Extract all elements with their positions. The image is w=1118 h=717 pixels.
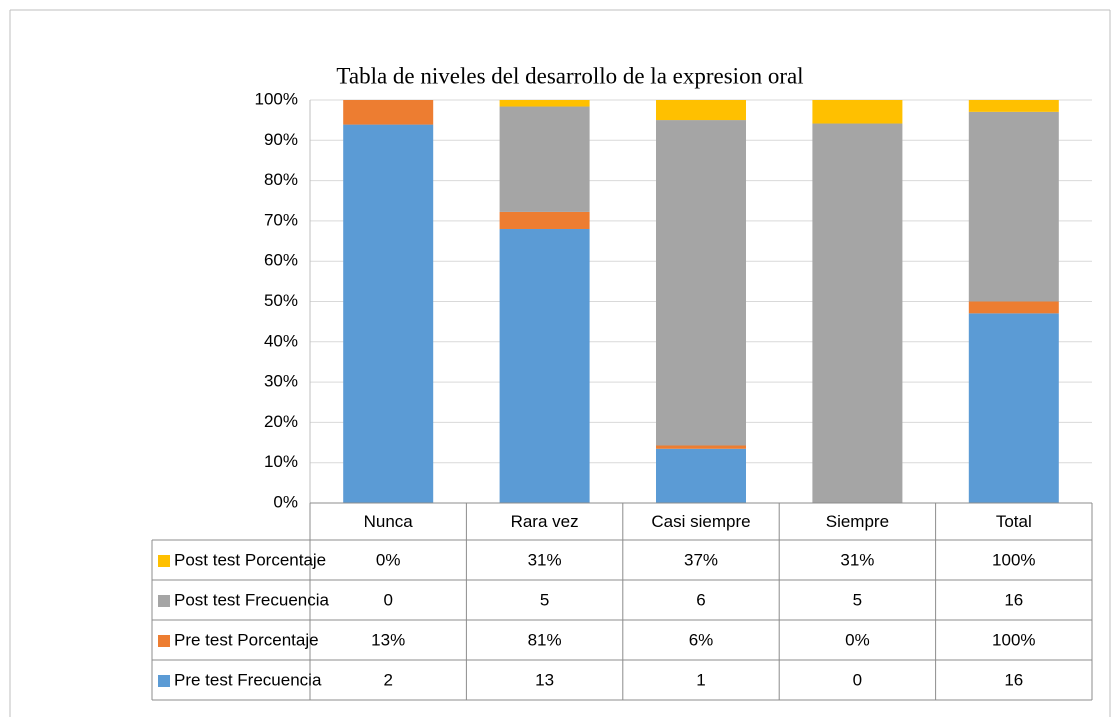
bar-segment — [812, 123, 903, 503]
chart-title: Tabla de niveles del desarrollo de la ex… — [336, 63, 803, 88]
x-tick-label: Siempre — [826, 512, 889, 531]
bar-segment — [968, 100, 1059, 112]
y-tick-label: 80% — [264, 170, 298, 189]
bar-segment — [656, 448, 746, 503]
y-tick-label: 100% — [255, 89, 298, 108]
table-cell: 81% — [528, 630, 562, 649]
table-cell: 6 — [696, 590, 705, 609]
y-tick-label: 40% — [264, 331, 298, 350]
table-cell: 31% — [528, 550, 562, 569]
table-cell: 0% — [845, 630, 870, 649]
bar-segment — [968, 313, 1059, 503]
legend-label: Post test Frecuencia — [174, 590, 330, 609]
table-cell: 0 — [853, 670, 862, 689]
table-cell: 5 — [853, 590, 862, 609]
table-cell: 16 — [1004, 590, 1023, 609]
table-cell: 0% — [376, 550, 401, 569]
table-cell: 100% — [992, 630, 1035, 649]
legend-label: Post test Porcentaje — [174, 550, 326, 569]
bar-segment — [343, 124, 434, 503]
bar-segment — [656, 120, 746, 446]
bar-segment — [812, 100, 903, 124]
legend-label: Pre test Porcentaje — [174, 630, 319, 649]
y-tick-label: 90% — [264, 130, 298, 149]
table-cell: 31% — [840, 550, 874, 569]
table-cell: 16 — [1004, 670, 1023, 689]
y-tick-label: 60% — [264, 251, 298, 270]
legend-swatch — [158, 595, 170, 607]
legend-swatch — [158, 675, 170, 687]
table-cell: 13% — [371, 630, 405, 649]
x-tick-label: Nunca — [364, 512, 414, 531]
legend-swatch — [158, 555, 170, 567]
table-cell: 13 — [535, 670, 554, 689]
x-tick-label: Rara vez — [511, 512, 579, 531]
table-cell: 0 — [383, 590, 392, 609]
y-tick-label: 20% — [264, 412, 298, 431]
y-tick-label: 70% — [264, 210, 298, 229]
bar-segment — [656, 100, 746, 121]
bar-segment — [968, 301, 1059, 314]
y-tick-label: 0% — [273, 492, 298, 511]
table-cell: 6% — [689, 630, 714, 649]
y-tick-label: 30% — [264, 372, 298, 391]
y-tick-label: 10% — [264, 452, 298, 471]
y-tick-label: 50% — [264, 291, 298, 310]
table-cell: 2 — [383, 670, 392, 689]
bar-segment — [968, 111, 1059, 302]
table-cell: 1 — [696, 670, 705, 689]
bar-segment — [499, 228, 590, 504]
x-tick-label: Total — [996, 512, 1032, 531]
x-tick-label: Casi siempre — [651, 512, 750, 531]
bar-segment — [499, 100, 590, 107]
bar-segment — [656, 445, 746, 449]
table-cell: 5 — [540, 590, 549, 609]
bar-segment — [499, 211, 590, 229]
legend-label: Pre test Frecuencia — [174, 670, 322, 689]
legend-swatch — [158, 635, 170, 647]
bar-segment — [499, 106, 590, 212]
table-cell: 37% — [684, 550, 718, 569]
bar-segment — [343, 100, 434, 125]
table-cell: 100% — [992, 550, 1035, 569]
